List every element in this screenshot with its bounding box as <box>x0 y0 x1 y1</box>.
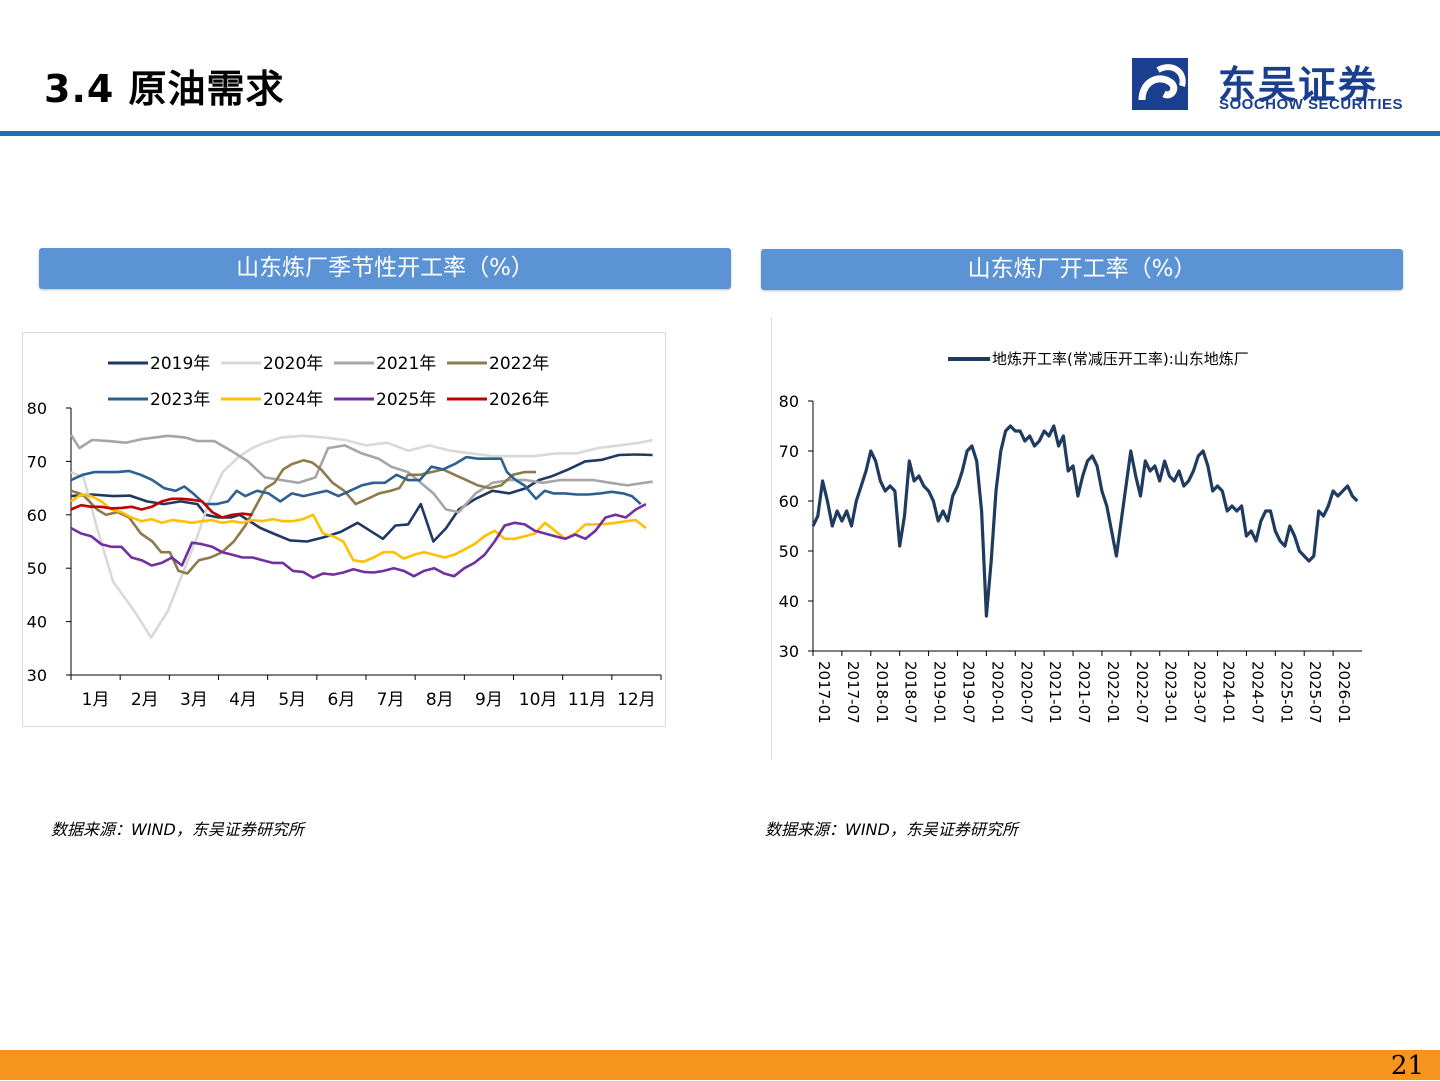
legend-label: 2021年 <box>376 354 436 374</box>
legend-label: 2025年 <box>376 390 436 410</box>
x-tick-label: 12月 <box>617 690 656 710</box>
legend-label: 2022年 <box>489 354 549 374</box>
y-tick-label: 30 <box>779 642 799 661</box>
left-chart-title-bar: 山东炼厂季节性开工率（%） <box>39 248 731 289</box>
logo-chinese-name: 东吴证券 <box>1218 63 1379 107</box>
soochow-logo-icon <box>1132 58 1188 110</box>
x-tick-label: 7月 <box>377 690 405 710</box>
x-tick-label: 2024-01 <box>1220 661 1238 724</box>
y-tick-label: 50 <box>27 559 47 578</box>
x-tick-label: 1月 <box>82 690 110 710</box>
x-tick-label: 2025-01 <box>1277 661 1295 724</box>
x-tick-label: 2022-07 <box>1133 661 1151 724</box>
right-data-source: 数据来源：WIND，东吴证券研究所 <box>765 820 1018 839</box>
x-tick-label: 2020-01 <box>988 661 1006 724</box>
header-rule <box>0 131 1440 136</box>
series-line-6 <box>70 502 647 580</box>
y-tick-label: 40 <box>27 613 47 632</box>
x-tick-label: 2017-01 <box>815 661 833 724</box>
x-tick-label: 2021-01 <box>1046 661 1064 724</box>
x-tick-label: 6月 <box>328 690 356 710</box>
legend-label: 2024年 <box>263 390 323 410</box>
x-tick-label: 9月 <box>475 690 503 710</box>
y-tick-label: 40 <box>779 592 799 611</box>
page-title: 3.4 原油需求 <box>44 67 285 111</box>
x-tick-label: 3月 <box>180 690 208 710</box>
x-tick-label: 10月 <box>519 690 558 710</box>
seasonal-utilization-chart: 30 40 50 60 70 80 1月 2月 3月 4月 5月 6月 7月 8月 9月 10月 11月 12月 2… <box>27 354 662 710</box>
x-tick-label: 2023-07 <box>1191 661 1209 724</box>
seasonal-chart-frame: 30 40 50 60 70 80 1月 2月 3月 4月 5月 6月 7月 8月 9月 10月 11月 12月 2… <box>22 332 666 727</box>
x-tick-label: 4月 <box>229 690 257 710</box>
x-tick-label: 2021-07 <box>1075 661 1093 724</box>
x-tick-label: 2018-01 <box>873 661 891 724</box>
page-number: 21 <box>1390 1051 1424 1081</box>
legend-label: 2020年 <box>263 354 323 374</box>
series-line-3 <box>70 459 536 575</box>
legend-label: 2026年 <box>489 390 549 410</box>
footer-bar <box>0 1050 1440 1080</box>
x-tick-label: 8月 <box>426 690 454 710</box>
x-tick-label: 2019-07 <box>959 661 977 724</box>
x-tick-label: 2018-07 <box>902 661 920 724</box>
legend-label: 2019年 <box>150 354 210 374</box>
x-tick-label: 2022-01 <box>1104 661 1122 724</box>
y-tick-label: 50 <box>779 542 799 561</box>
series-line-2 <box>69 434 653 514</box>
series-line-4 <box>70 455 642 506</box>
x-tick-label: 2023-01 <box>1162 661 1180 724</box>
series-line-5 <box>70 493 647 564</box>
y-tick-label: 70 <box>779 442 799 461</box>
x-tick-label: 11月 <box>568 690 607 710</box>
y-tick-label: 30 <box>27 666 47 685</box>
x-tick-label: 2月 <box>131 690 159 710</box>
utilization-series-line <box>811 424 1359 618</box>
y-tick-label: 80 <box>779 392 799 411</box>
x-tick-label: 2020-07 <box>1017 661 1035 724</box>
left-data-source: 数据来源：WIND，东吴证券研究所 <box>51 820 304 839</box>
x-tick-label: 5月 <box>278 690 306 710</box>
right-chart-title-bar: 山东炼厂开工率（%） <box>761 249 1403 290</box>
history-chart-frame: 30 40 50 60 70 80 2017-01 2017-07 2018-01 2018-07… <box>771 318 1392 760</box>
x-tick-label: 2017-07 <box>844 661 862 724</box>
x-tick-label: 2025-07 <box>1306 661 1324 724</box>
logo-english-name: SOOCHOW SECURITIES <box>1219 96 1404 113</box>
y-tick-label: 80 <box>27 399 47 418</box>
y-tick-label: 60 <box>779 492 799 511</box>
brand-logo: 东吴证券 SOOCHOW SECURITIES <box>1128 52 1418 118</box>
y-tick-label: 60 <box>27 506 47 525</box>
y-tick-label: 70 <box>27 452 47 471</box>
x-tick-label: 2026-01 <box>1335 661 1353 724</box>
series-line-1 <box>70 434 653 639</box>
series-line-0 <box>70 453 653 543</box>
legend-label: 地炼开工率(常减压开工率):山东地炼厂 <box>992 350 1249 368</box>
utilization-history-chart: 30 40 50 60 70 80 2017-01 2017-07 2018-01 2018-07… <box>779 350 1362 724</box>
series-line-7 <box>70 497 253 519</box>
x-tick-label: 2019-01 <box>931 661 949 724</box>
legend-label: 2023年 <box>150 390 210 410</box>
x-tick-label: 2024-07 <box>1248 661 1266 724</box>
